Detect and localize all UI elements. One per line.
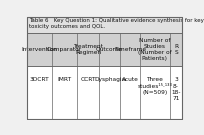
Text: Dysphagia: Dysphagia <box>94 77 125 82</box>
Bar <box>27 66 182 119</box>
Text: Table 6   Key Question 1: Qualitative evidence synthesis for key reported compar: Table 6 Key Question 1: Qualitative evid… <box>29 18 204 29</box>
Text: CCRT: CCRT <box>80 77 96 82</box>
Text: Comparator: Comparator <box>47 47 82 52</box>
Text: Outcome: Outcome <box>96 47 123 52</box>
Text: Timeframe: Timeframe <box>114 47 146 52</box>
Text: Treatment
Regimen: Treatment Regimen <box>73 44 103 55</box>
Text: 3DCRT: 3DCRT <box>30 77 49 82</box>
Text: Intervention: Intervention <box>22 47 57 52</box>
Text: IMRT: IMRT <box>57 77 71 82</box>
Text: R
S: R S <box>174 44 178 55</box>
Text: 3
8-
18-
71: 3 8- 18- 71 <box>171 77 181 101</box>
Text: Acute: Acute <box>121 77 138 82</box>
Text: Three
studies¹⁵·¹³³
(N=509): Three studies¹⁵·¹³³ (N=509) <box>137 77 172 95</box>
Bar <box>27 17 182 33</box>
Text: Number of
Studies
(Number of
Patients): Number of Studies (Number of Patients) <box>138 38 172 61</box>
Bar <box>27 33 182 66</box>
